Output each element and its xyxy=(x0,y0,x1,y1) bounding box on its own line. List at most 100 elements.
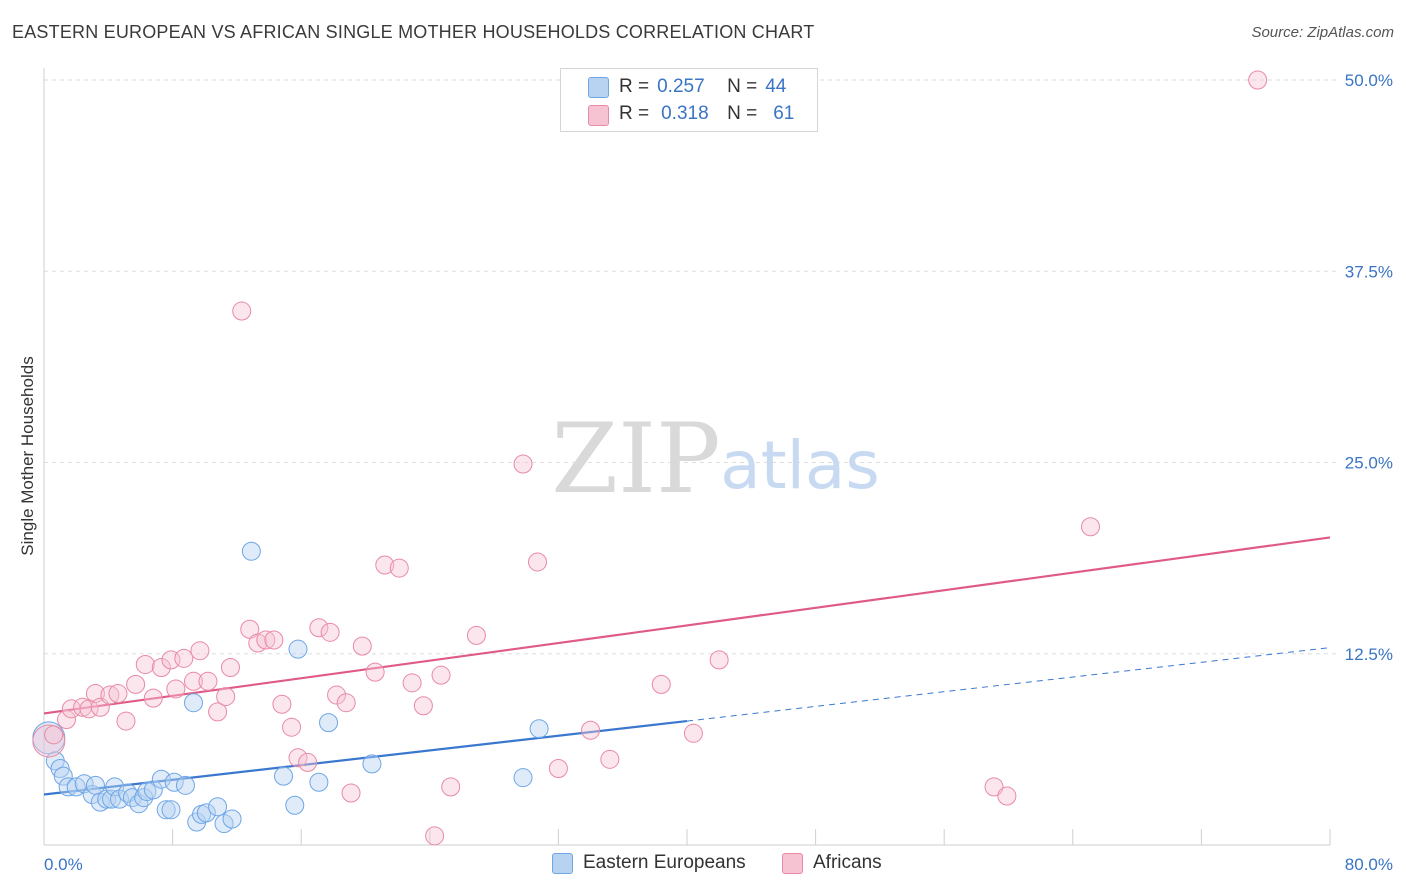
point-african xyxy=(320,622,340,642)
point-african xyxy=(389,558,409,578)
point-african xyxy=(997,786,1017,806)
point-african xyxy=(108,684,128,704)
trend-line-african xyxy=(43,536,1331,715)
point-african xyxy=(183,671,203,691)
point-african xyxy=(548,759,568,778)
point-eastern-european xyxy=(53,766,73,786)
point-african xyxy=(100,685,120,705)
point-eastern-european xyxy=(208,797,228,817)
point-eastern-european xyxy=(183,693,203,713)
correlation-legend: R = 0.257 N = 44 R = 0.318 N = 61 xyxy=(560,68,818,132)
point-eastern-european xyxy=(50,759,70,778)
point-african xyxy=(135,654,155,674)
point-african xyxy=(143,688,163,708)
point-african xyxy=(44,725,64,745)
r-label: R = xyxy=(619,76,650,97)
point-african xyxy=(166,679,186,699)
y-tick-label: 50.0% xyxy=(1345,71,1393,90)
point-african xyxy=(528,552,548,572)
point-african xyxy=(1080,517,1100,537)
point-eastern-european xyxy=(164,772,184,792)
point-african xyxy=(984,777,1004,797)
watermark-zip: ZIP xyxy=(551,403,720,515)
point-african xyxy=(581,720,601,740)
source-note: Source: ZipAtlas.com xyxy=(1251,24,1394,41)
point-african xyxy=(709,650,729,670)
legend-label-africans: Africans xyxy=(813,852,882,873)
r-value-eastern: 0.257 xyxy=(657,76,705,97)
point-african xyxy=(126,674,146,694)
r-label: R = xyxy=(619,103,650,124)
legend-row-eastern: R = 0.257 N = 44 xyxy=(619,75,786,99)
n-label: N = xyxy=(727,76,758,97)
point-eastern-european xyxy=(156,800,176,820)
point-eastern-european xyxy=(274,766,294,786)
point-eastern-european xyxy=(143,780,163,800)
legend-swatch-africans xyxy=(588,105,609,126)
point-african xyxy=(174,648,194,668)
point-african xyxy=(352,636,372,656)
point-african xyxy=(413,696,433,716)
y-tick-label: 25.0% xyxy=(1345,454,1393,473)
point-african xyxy=(282,717,302,737)
point-african xyxy=(651,674,671,694)
point-african xyxy=(256,630,276,650)
point-eastern-european xyxy=(196,803,216,823)
legend-item-africans: Africans xyxy=(782,850,882,876)
axes xyxy=(43,68,1331,846)
point-eastern-european xyxy=(161,800,181,820)
point-eastern-european xyxy=(513,768,533,788)
point-african xyxy=(375,555,395,575)
point-african xyxy=(190,641,210,661)
point-eastern-european xyxy=(137,781,157,801)
point-african xyxy=(198,671,218,691)
x-tick-label: 0.0% xyxy=(44,855,83,874)
watermark-atlas: atlas xyxy=(720,427,880,504)
legend-item-eastern: Eastern Europeans xyxy=(552,850,746,876)
n-value-africans: 61 xyxy=(773,103,795,124)
point-african xyxy=(216,687,236,707)
legend-swatch-eastern xyxy=(552,852,573,874)
r-value-africans: 0.318 xyxy=(661,103,709,124)
grid-lines xyxy=(44,79,1340,655)
point-eastern-european xyxy=(285,795,305,815)
point-african xyxy=(431,665,451,685)
n-label: N = xyxy=(727,103,758,124)
point-african xyxy=(264,630,284,650)
trend-extension-eastern-european xyxy=(686,647,1331,722)
point-african xyxy=(151,658,171,678)
point-african xyxy=(232,301,252,321)
point-african xyxy=(57,710,77,730)
point-eastern-european xyxy=(362,754,382,774)
legend-label-eastern: Eastern Europeans xyxy=(583,852,746,873)
point-african xyxy=(600,749,620,769)
x-tick-label: 80.0% xyxy=(1345,855,1393,874)
tick-labels: 12.5% 25.0% 37.5% 50.0% 0.0% 80.0% xyxy=(44,71,1393,874)
n-value-eastern: 44 xyxy=(765,76,787,97)
point-african xyxy=(365,662,385,682)
point-eastern-european xyxy=(58,777,78,797)
point-african xyxy=(425,826,445,846)
point-eastern-european xyxy=(309,772,329,792)
point-african xyxy=(441,777,461,797)
point-african xyxy=(327,685,347,705)
point-african xyxy=(1248,70,1268,90)
chart-title: EASTERN EUROPEAN VS AFRICAN SINGLE MOTHE… xyxy=(12,22,815,42)
point-african xyxy=(220,658,240,678)
point-african xyxy=(208,702,228,722)
data-points xyxy=(32,70,1268,846)
point-african xyxy=(272,694,292,714)
point-african xyxy=(466,625,486,645)
point-african xyxy=(309,618,329,638)
y-tick-label: 12.5% xyxy=(1345,645,1393,664)
point-african xyxy=(341,783,361,803)
point-eastern-european xyxy=(288,639,308,659)
legend-swatch-africans xyxy=(782,852,803,874)
point-african xyxy=(336,693,356,713)
point-eastern-european xyxy=(241,541,261,561)
legend-swatch-eastern xyxy=(588,77,609,98)
point-eastern-european xyxy=(175,775,195,795)
point-african xyxy=(298,752,318,772)
point-african xyxy=(513,454,533,474)
legend-row-africans: R = 0.318 N = 61 xyxy=(619,102,794,126)
